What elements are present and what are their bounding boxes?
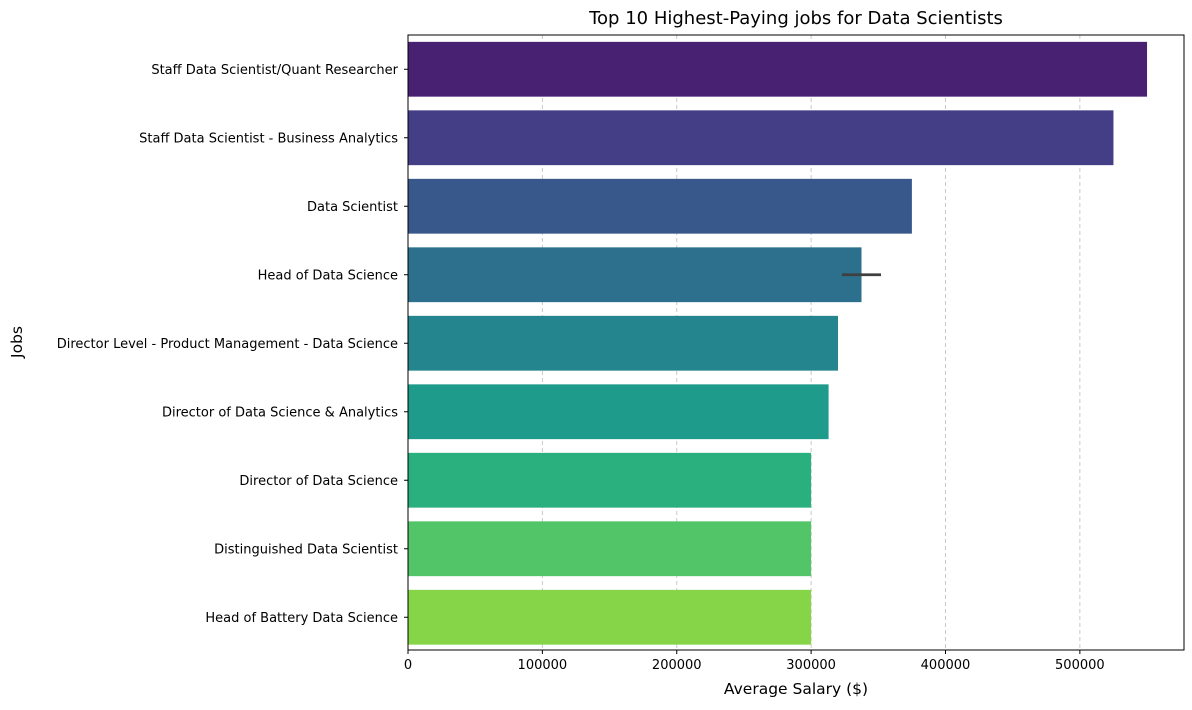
bar-2 [408,110,1114,166]
y-tick-label: Data Scientist [307,200,398,215]
y-axis-ticks: Staff Data Scientist/Quant Researcher Sta… [57,63,408,626]
bar-6 [408,384,829,440]
y-tick-label: Director of Data Science & Analytics [162,405,398,420]
x-tick-label: 300000 [786,658,836,673]
y-tick-label: Head of Data Science [258,268,398,283]
bar-1 [408,41,1148,97]
x-axis-label: Average Salary ($) [724,680,868,698]
y-tick-label: Distinguished Data Scientist [214,542,398,557]
y-tick-label: Staff Data Scientist/Quant Researcher [151,63,398,78]
y-tick-label: Director Level - Product Management - Da… [57,337,398,352]
x-tick-label: 100000 [518,658,568,673]
bar-3 [408,178,912,234]
bar-4 [408,247,862,303]
bar-9 [408,589,812,645]
axes-frame [407,34,1185,651]
bar-5 [408,315,838,371]
chart-title: Top 10 Highest-Paying jobs for Data Scie… [588,8,1003,29]
bar-8 [408,521,812,577]
y-tick-label: Director of Data Science [239,474,398,489]
bar-7 [408,452,812,508]
x-tick-label: 0 [404,658,412,673]
y-tick-label: Staff Data Scientist - Business Analytic… [139,131,398,146]
x-tick-label: 500000 [1055,658,1105,673]
y-tick-label: Head of Battery Data Science [205,611,398,626]
bars [408,41,1148,645]
x-axis-ticks: 0 100000 200000 300000 400000 500000 [404,650,1105,673]
y-axis-label: Jobs [8,326,26,359]
x-tick-label: 400000 [921,658,971,673]
plot-frame [407,34,1185,651]
x-tick-label: 200000 [652,658,702,673]
